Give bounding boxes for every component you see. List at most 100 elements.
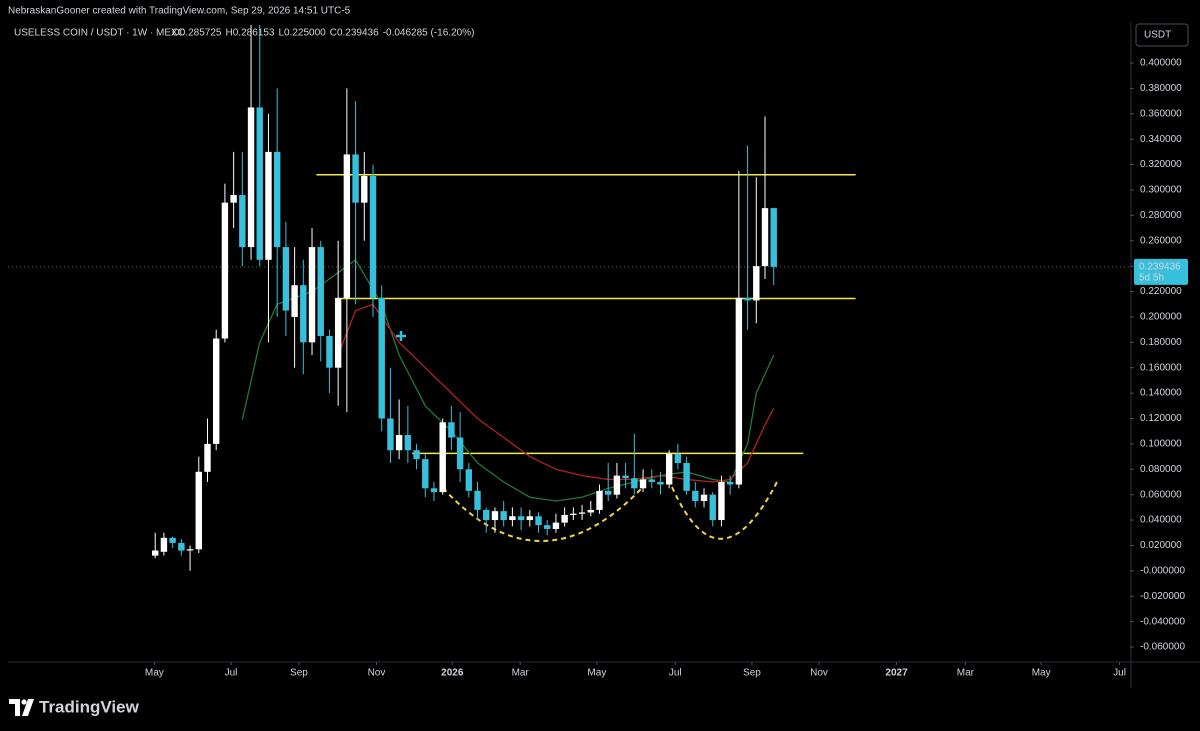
candle-body bbox=[517, 516, 525, 521]
y-tick-label: 0.100000 bbox=[1140, 439, 1182, 450]
logo-mark bbox=[9, 699, 20, 716]
handle-drawing bbox=[671, 479, 779, 540]
candle-body bbox=[578, 512, 586, 514]
y-tick-label: 0.400000 bbox=[1140, 58, 1182, 69]
candle-body bbox=[456, 437, 464, 470]
readout-label: C bbox=[330, 28, 337, 39]
candle-body bbox=[186, 549, 194, 551]
last-price-label: 0.239436 bbox=[1139, 261, 1181, 272]
y-tick-label: -0.040000 bbox=[1140, 616, 1185, 627]
candle-body bbox=[631, 478, 638, 489]
logo bbox=[9, 699, 34, 716]
candle-body bbox=[239, 195, 246, 248]
y-tick-label: 0.340000 bbox=[1140, 134, 1182, 145]
x-tick-label: Sep bbox=[743, 668, 761, 679]
y-tick-label: 0.320000 bbox=[1140, 159, 1182, 170]
y-tick-label: -0.000000 bbox=[1140, 565, 1185, 576]
x-tick-label: Jul bbox=[669, 668, 682, 679]
candle-body bbox=[718, 481, 725, 521]
candle-body bbox=[160, 537, 168, 552]
y-tick-label: 0.040000 bbox=[1140, 515, 1182, 526]
logo-mark bbox=[21, 699, 27, 705]
candle-body bbox=[596, 490, 603, 510]
x-tick-label: Jul bbox=[225, 668, 238, 679]
y-tick-label: 0.200000 bbox=[1140, 312, 1182, 323]
candle-body bbox=[230, 195, 237, 203]
candle-body bbox=[378, 297, 385, 419]
candle-body bbox=[552, 522, 560, 529]
symbol: USELESS COIN / USDT · 1W · MEXC bbox=[14, 28, 185, 39]
x-tick-label: Nov bbox=[368, 668, 386, 679]
candle-body bbox=[439, 422, 446, 493]
candle-body bbox=[422, 459, 429, 489]
candle-body bbox=[665, 454, 673, 485]
readout-value: 0.286153 bbox=[233, 28, 275, 39]
candle-body bbox=[317, 247, 324, 336]
x-tick-label: May bbox=[145, 668, 164, 679]
candle-body bbox=[700, 494, 708, 502]
candle-body bbox=[735, 297, 743, 485]
currency-button[interactable] bbox=[1135, 23, 1189, 47]
candle-body bbox=[326, 335, 333, 368]
candle-body bbox=[657, 481, 664, 485]
x-tick-label: Mar bbox=[512, 668, 530, 679]
candle-body bbox=[613, 475, 621, 495]
candle-body bbox=[369, 176, 377, 298]
candle-body bbox=[273, 151, 281, 248]
last-price-box bbox=[1134, 258, 1188, 285]
moving-average bbox=[337, 303, 775, 483]
readout-label: L bbox=[278, 28, 284, 39]
readout-label: H bbox=[226, 28, 233, 39]
candle-body bbox=[535, 516, 542, 526]
candle-body bbox=[605, 490, 612, 495]
readout-value: 0.285725 bbox=[180, 28, 222, 39]
candle-body bbox=[152, 550, 159, 556]
y-tick-label: 0.280000 bbox=[1140, 210, 1182, 221]
candle-body bbox=[753, 266, 760, 301]
y-tick-label: 0.020000 bbox=[1140, 540, 1182, 551]
readout-value: 0.225000 bbox=[284, 28, 326, 39]
x-tick-label: Nov bbox=[810, 668, 828, 679]
candle-body bbox=[474, 490, 481, 510]
y-tick-label: 0.140000 bbox=[1140, 388, 1182, 399]
y-tick-label: -0.060000 bbox=[1140, 642, 1185, 653]
currency[interactable]: USDT bbox=[1144, 30, 1171, 41]
candle-body bbox=[526, 516, 533, 521]
x-tick-label: May bbox=[1032, 668, 1051, 679]
marker bbox=[396, 331, 406, 341]
candle-body bbox=[291, 285, 298, 317]
x-tick-label: Jul bbox=[1113, 668, 1126, 679]
y-tick-label: -0.020000 bbox=[1140, 591, 1185, 602]
readout-label: O bbox=[172, 28, 180, 39]
y-tick-label: 0.380000 bbox=[1140, 83, 1182, 94]
candle-body bbox=[247, 107, 255, 248]
candle-body bbox=[465, 469, 473, 491]
candle-body bbox=[761, 208, 769, 267]
candle-body bbox=[726, 481, 734, 485]
candle-body bbox=[639, 479, 647, 489]
x-tick-label: Mar bbox=[957, 668, 975, 679]
candle-body bbox=[204, 443, 211, 472]
candle-body bbox=[587, 509, 594, 513]
candle-body bbox=[500, 511, 507, 521]
candle-body bbox=[352, 154, 359, 203]
candle-body bbox=[491, 511, 499, 521]
candle-body bbox=[430, 488, 438, 493]
x-tick-label: Sep bbox=[290, 668, 308, 679]
candle-body bbox=[448, 422, 455, 438]
candle-body bbox=[256, 107, 263, 260]
brand: TradingView bbox=[39, 697, 140, 716]
candle-body bbox=[544, 525, 551, 529]
readout: O 0.285725 H 0.286153 L 0.225000 C 0.239436 -0.0… bbox=[172, 28, 474, 39]
candle-body bbox=[300, 285, 307, 343]
candle-body bbox=[212, 338, 220, 444]
y-tick-label: 0.220000 bbox=[1140, 286, 1182, 297]
y-tick-label: 0.060000 bbox=[1140, 489, 1182, 500]
plot-area bbox=[8, 24, 1130, 571]
candle-body bbox=[413, 450, 420, 460]
candle-body bbox=[561, 514, 568, 523]
candle-body bbox=[282, 247, 290, 311]
candle-body bbox=[483, 509, 490, 521]
